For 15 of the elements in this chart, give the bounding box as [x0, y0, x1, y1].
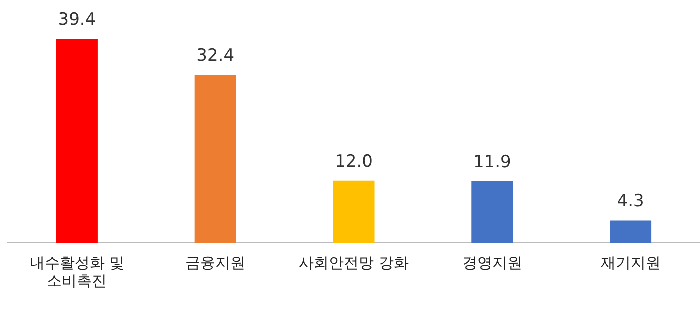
x-tick-label: 재기지원 [600, 254, 661, 272]
bar [56, 38, 98, 243]
bar [194, 75, 236, 243]
x-tick-label: 사회안전망 강화 [299, 254, 409, 272]
x-tick-label: 금융지원 [186, 254, 246, 272]
x-tick-label: 내수활성화 및 소비촉진 [30, 254, 125, 290]
bar [610, 220, 652, 243]
bar [333, 180, 375, 243]
bar [472, 181, 514, 243]
x-tick-label: 경영지원 [462, 254, 522, 272]
data-label: 39.4 [58, 10, 96, 30]
data-label: 11.9 [473, 152, 512, 172]
data-label: 4.3 [617, 192, 644, 212]
data-label: 32.4 [196, 46, 235, 66]
data-label: 12.0 [335, 152, 373, 172]
